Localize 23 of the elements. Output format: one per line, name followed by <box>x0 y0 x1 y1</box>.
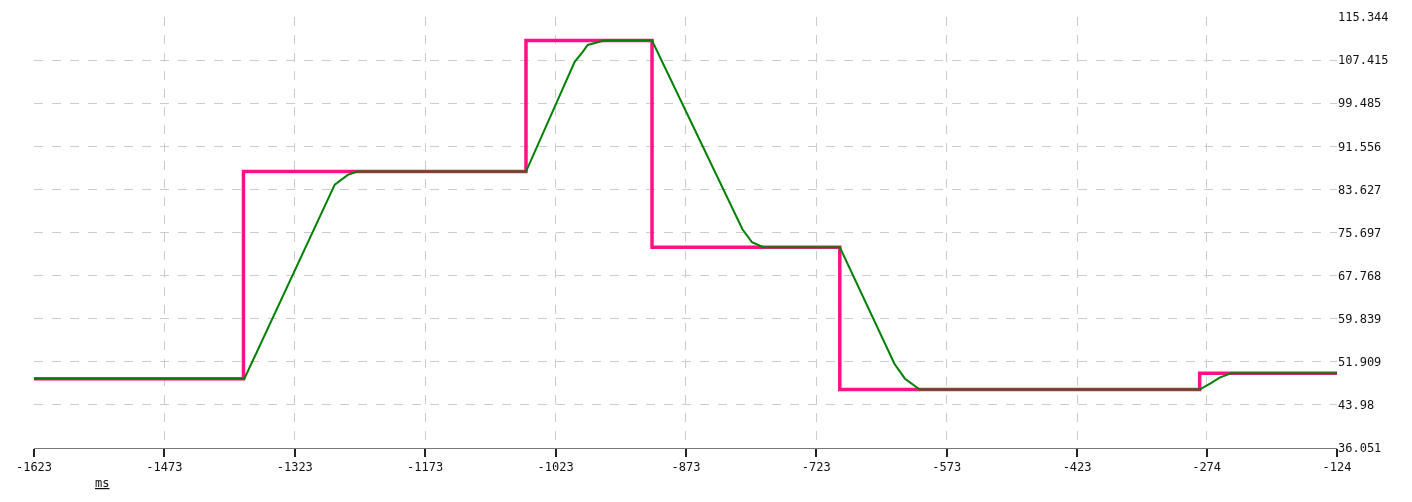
y-tick-label: 36.051 <box>1338 441 1382 456</box>
y-tick-label: 99.485 <box>1338 96 1382 111</box>
y-tick-label: 83.627 <box>1338 182 1382 197</box>
x-tick-label: -274 <box>1192 460 1222 475</box>
y-tick-label: 115.344 <box>1338 10 1389 25</box>
x-tick-label: -1323 <box>276 460 313 475</box>
y-tick-label: 107.415 <box>1338 53 1389 68</box>
y-tick-label: 75.697 <box>1338 225 1382 240</box>
y-tick-label: 51.909 <box>1338 355 1382 369</box>
y-tick-label: 91.556 <box>1338 139 1382 154</box>
x-tick-label: -1173 <box>407 460 444 475</box>
x-tick-label: -423 <box>1062 460 1092 475</box>
x-tick-label: -1473 <box>146 460 183 475</box>
x-tick-label: -723 <box>801 460 831 475</box>
x-tick-label: -1623 <box>15 460 53 475</box>
y-tick-label: 59.839 <box>1338 311 1382 326</box>
x-axis-title: ms <box>95 476 110 490</box>
y-tick-label: 43.98 <box>1338 398 1375 413</box>
x-tick-label: -873 <box>671 460 701 475</box>
x-tick-label: -124 <box>1322 460 1352 475</box>
y-tick-label: 67.768 <box>1338 268 1382 283</box>
x-tick-label: -573 <box>932 460 962 475</box>
x-tick-label: -1023 <box>537 460 574 475</box>
